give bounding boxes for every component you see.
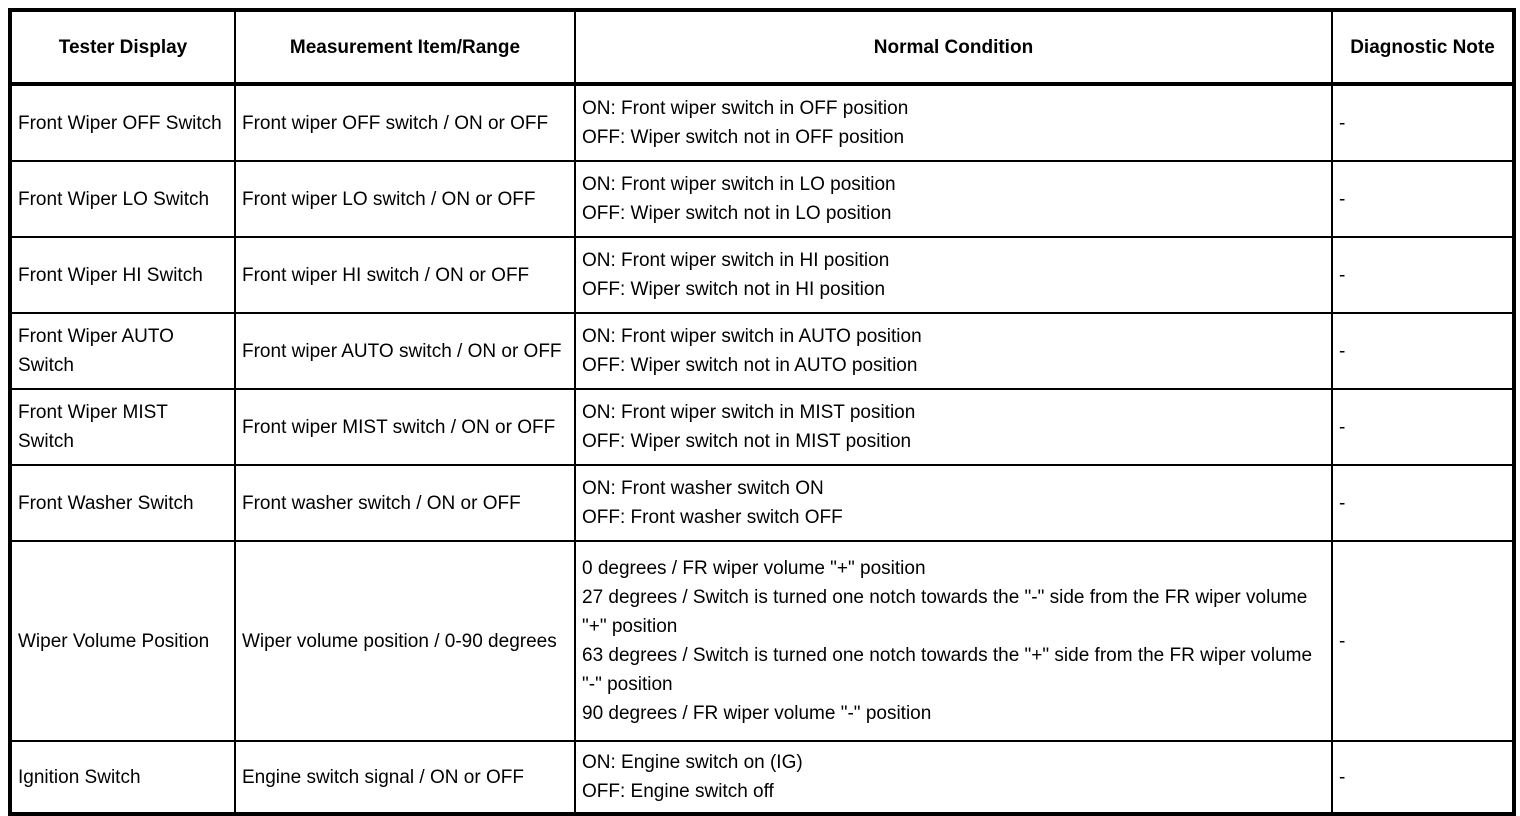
diagnostic-note-cell: -: [1331, 312, 1515, 390]
measurement-cell: Front wiper LO switch / ON or OFF: [234, 160, 576, 238]
normal-condition-cell: ON: Front wiper switch in AUTO position …: [574, 312, 1333, 390]
column-header-tester-display: Tester Display: [9, 9, 236, 86]
table-row: Front Wiper AUTO Switch Front wiper AUTO…: [9, 312, 1515, 390]
diagnostic-note-cell: -: [1331, 540, 1515, 742]
measurement-cell: Engine switch signal / ON or OFF: [234, 740, 576, 815]
diagnostic-note-cell: -: [1331, 388, 1515, 466]
data-list-table: Tester Display Measurement Item/Range No…: [8, 8, 1516, 816]
diagnostic-note-cell: -: [1331, 740, 1515, 815]
normal-condition-cell: ON: Front washer switch ON OFF: Front wa…: [574, 464, 1333, 542]
column-header-normal-condition: Normal Condition: [574, 9, 1333, 86]
table-row: Front Wiper LO Switch Front wiper LO swi…: [9, 160, 1515, 238]
measurement-cell: Front wiper HI switch / ON or OFF: [234, 236, 576, 314]
tester-display-cell: Front Washer Switch: [9, 464, 236, 542]
table-row: Front Wiper HI Switch Front wiper HI swi…: [9, 236, 1515, 314]
normal-condition-cell: 0 degrees / FR wiper volume "+" position…: [574, 540, 1333, 742]
tester-display-cell: Front Wiper AUTO Switch: [9, 312, 236, 390]
normal-condition-cell: ON: Front wiper switch in MIST position …: [574, 388, 1333, 466]
normal-condition-cell: ON: Engine switch on (IG) OFF: Engine sw…: [574, 740, 1333, 815]
measurement-cell: Front wiper AUTO switch / ON or OFF: [234, 312, 576, 390]
diagnostic-note-cell: -: [1331, 83, 1515, 162]
table-header-row: Tester Display Measurement Item/Range No…: [9, 9, 1515, 86]
tester-display-cell: Front Wiper MIST Switch: [9, 388, 236, 466]
column-header-measurement-item-range: Measurement Item/Range: [234, 9, 576, 86]
table-row: Front Washer Switch Front washer switch …: [9, 464, 1515, 542]
tester-display-cell: Front Wiper HI Switch: [9, 236, 236, 314]
tester-display-cell: Ignition Switch: [9, 740, 236, 815]
column-header-diagnostic-note: Diagnostic Note: [1331, 9, 1515, 86]
diagnostic-note-cell: -: [1331, 236, 1515, 314]
normal-condition-cell: ON: Front wiper switch in HI position OF…: [574, 236, 1333, 314]
table-row: Wiper Volume Position Wiper volume posit…: [9, 540, 1515, 742]
table-row: Front Wiper MIST Switch Front wiper MIST…: [9, 388, 1515, 466]
diagnostic-note-cell: -: [1331, 160, 1515, 238]
measurement-cell: Wiper volume position / 0-90 degrees: [234, 540, 576, 742]
tester-display-cell: Front Wiper OFF Switch: [9, 83, 236, 162]
normal-condition-cell: ON: Front wiper switch in OFF position O…: [574, 83, 1333, 162]
measurement-cell: Front wiper OFF switch / ON or OFF: [234, 83, 576, 162]
measurement-cell: Front wiper MIST switch / ON or OFF: [234, 388, 576, 466]
normal-condition-cell: ON: Front wiper switch in LO position OF…: [574, 160, 1333, 238]
tester-display-cell: Front Wiper LO Switch: [9, 160, 236, 238]
table-row: Ignition Switch Engine switch signal / O…: [9, 740, 1515, 815]
diagnostic-note-cell: -: [1331, 464, 1515, 542]
measurement-cell: Front washer switch / ON or OFF: [234, 464, 576, 542]
tester-display-cell: Wiper Volume Position: [9, 540, 236, 742]
table-row: Front Wiper OFF Switch Front wiper OFF s…: [9, 83, 1515, 162]
